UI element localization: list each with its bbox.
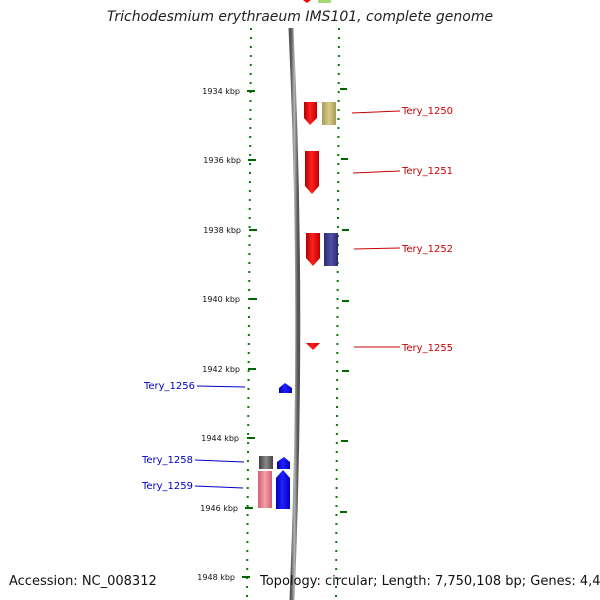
outer-ticks bbox=[340, 88, 349, 513]
gene-tery-1258-cds[interactable] bbox=[277, 457, 290, 469]
tick-1946: 1946 kbp bbox=[200, 504, 253, 513]
tick-1944: 1944 kbp bbox=[201, 434, 255, 443]
outer-guide-line bbox=[335, 27, 340, 600]
tick-label: 1936 kbp bbox=[203, 156, 241, 165]
tick-label: 1944 kbp bbox=[201, 434, 239, 443]
label-connectors bbox=[194, 110, 401, 489]
tick-label: 1948 kbp bbox=[197, 573, 235, 582]
tick-1948: 1948 kbp bbox=[197, 573, 250, 582]
top-partial-feature bbox=[303, 0, 311, 3]
tick-label: 1946 kbp bbox=[200, 504, 238, 513]
tick-label: 1942 kbp bbox=[202, 365, 240, 374]
topology-text: Topology: circular; Length: 7,750,108 bp… bbox=[260, 574, 600, 589]
tick-1938: 1938 kbp bbox=[203, 226, 257, 235]
top-partial-feature bbox=[318, 0, 331, 3]
inner-guide-line bbox=[246, 27, 252, 600]
tick-label: 1940 kbp bbox=[202, 295, 240, 304]
forward-cds-track bbox=[304, 102, 320, 350]
gene-tery-1255-cds[interactable] bbox=[306, 343, 320, 350]
tick-1940: 1940 kbp bbox=[202, 295, 257, 304]
gene-tery-1250-cds[interactable] bbox=[304, 102, 317, 125]
scale-ticks: 1934 kbp 1936 kbp 1938 kbp 1940 kbp 1942… bbox=[197, 87, 257, 582]
gene-label-tery-1256[interactable]: Tery_1256 bbox=[143, 381, 195, 392]
tick-1934: 1934 kbp bbox=[202, 87, 255, 96]
tick-1936: 1936 kbp bbox=[203, 156, 256, 165]
feature-box-khaki[interactable] bbox=[322, 102, 336, 125]
gene-label-tery-1255[interactable]: Tery_1255 bbox=[401, 343, 453, 354]
tick-label: 1934 kbp bbox=[202, 87, 240, 96]
genome-backbone bbox=[288, 27, 301, 600]
gene-tery-1256-cds[interactable] bbox=[279, 383, 292, 393]
map-title: Trichodesmium erythraeum IMS101, complet… bbox=[106, 9, 494, 25]
reverse-cds-track bbox=[276, 383, 292, 509]
gene-label-tery-1250[interactable]: Tery_1250 bbox=[401, 106, 453, 117]
feature-box-navy[interactable] bbox=[324, 233, 338, 266]
accession-text: Accession: NC_008312 bbox=[9, 574, 157, 589]
gene-tery-1251-cds[interactable] bbox=[305, 151, 319, 194]
gene-tery-1252-cds[interactable] bbox=[306, 233, 320, 266]
feature-box-pink[interactable] bbox=[258, 471, 272, 508]
gene-tery-1259-cds[interactable] bbox=[276, 470, 290, 509]
gene-label-tery-1252[interactable]: Tery_1252 bbox=[401, 244, 453, 255]
gene-label-tery-1251[interactable]: Tery_1251 bbox=[401, 166, 453, 177]
feature-box-gray[interactable] bbox=[259, 456, 273, 469]
tick-label: 1938 kbp bbox=[203, 226, 241, 235]
gene-label-tery-1258[interactable]: Tery_1258 bbox=[141, 455, 193, 466]
tick-1942: 1942 kbp bbox=[202, 365, 256, 374]
gene-label-tery-1259[interactable]: Tery_1259 bbox=[141, 481, 193, 492]
